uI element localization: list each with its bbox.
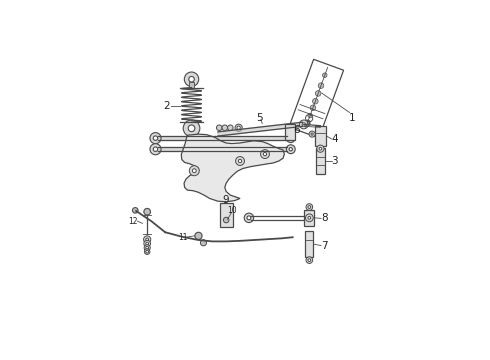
Circle shape <box>236 157 245 166</box>
Text: 8: 8 <box>321 213 328 224</box>
Circle shape <box>184 72 199 86</box>
Circle shape <box>286 134 295 143</box>
Text: 10: 10 <box>227 206 237 215</box>
Circle shape <box>222 125 227 131</box>
Circle shape <box>306 257 313 264</box>
Circle shape <box>286 145 295 154</box>
Circle shape <box>144 245 150 251</box>
Circle shape <box>153 136 158 140</box>
Circle shape <box>322 73 327 77</box>
Polygon shape <box>285 123 295 140</box>
Circle shape <box>200 240 206 246</box>
Circle shape <box>261 150 270 158</box>
Circle shape <box>227 125 233 131</box>
Circle shape <box>144 208 150 215</box>
Circle shape <box>237 126 240 129</box>
Polygon shape <box>220 203 233 227</box>
Circle shape <box>311 133 313 135</box>
Circle shape <box>132 208 138 213</box>
Circle shape <box>223 217 229 223</box>
Circle shape <box>150 144 161 155</box>
Circle shape <box>244 213 254 222</box>
Circle shape <box>146 250 148 253</box>
Polygon shape <box>189 82 195 87</box>
Circle shape <box>235 124 242 131</box>
Circle shape <box>308 259 311 261</box>
Circle shape <box>310 105 316 111</box>
Circle shape <box>145 249 150 255</box>
Circle shape <box>153 147 158 152</box>
Text: 7: 7 <box>321 240 328 251</box>
Circle shape <box>238 159 242 163</box>
Circle shape <box>306 204 313 210</box>
Circle shape <box>308 216 311 219</box>
Circle shape <box>144 240 150 247</box>
Text: 11: 11 <box>178 233 188 242</box>
Circle shape <box>247 216 251 220</box>
Polygon shape <box>305 231 313 257</box>
Circle shape <box>313 99 318 104</box>
Text: 12: 12 <box>128 217 138 226</box>
Circle shape <box>189 166 199 176</box>
Circle shape <box>318 83 324 89</box>
Circle shape <box>308 206 311 208</box>
Polygon shape <box>218 122 302 136</box>
Circle shape <box>316 91 321 96</box>
Polygon shape <box>316 148 324 174</box>
Circle shape <box>319 147 322 150</box>
Circle shape <box>306 120 310 124</box>
Circle shape <box>183 120 200 136</box>
Circle shape <box>302 123 305 126</box>
Text: 5: 5 <box>256 113 263 123</box>
Circle shape <box>317 145 324 152</box>
Circle shape <box>188 125 195 132</box>
Text: 2: 2 <box>163 100 170 111</box>
Circle shape <box>193 169 196 173</box>
Circle shape <box>146 246 148 249</box>
Circle shape <box>305 214 313 222</box>
Circle shape <box>308 113 312 118</box>
Text: 9: 9 <box>222 194 229 204</box>
Polygon shape <box>304 210 314 226</box>
Circle shape <box>189 76 195 82</box>
Circle shape <box>195 232 202 239</box>
Circle shape <box>146 238 148 241</box>
Circle shape <box>289 136 293 140</box>
Circle shape <box>263 152 267 156</box>
Polygon shape <box>315 126 326 147</box>
Circle shape <box>309 131 315 137</box>
Text: 3: 3 <box>331 156 338 166</box>
Polygon shape <box>181 134 284 202</box>
Text: 4: 4 <box>331 134 338 144</box>
Text: 6: 6 <box>294 125 300 135</box>
Circle shape <box>144 236 151 243</box>
Circle shape <box>299 120 308 129</box>
Circle shape <box>289 148 293 151</box>
Circle shape <box>150 132 161 144</box>
Circle shape <box>146 242 148 245</box>
Circle shape <box>217 125 222 131</box>
Text: 1: 1 <box>349 113 356 123</box>
